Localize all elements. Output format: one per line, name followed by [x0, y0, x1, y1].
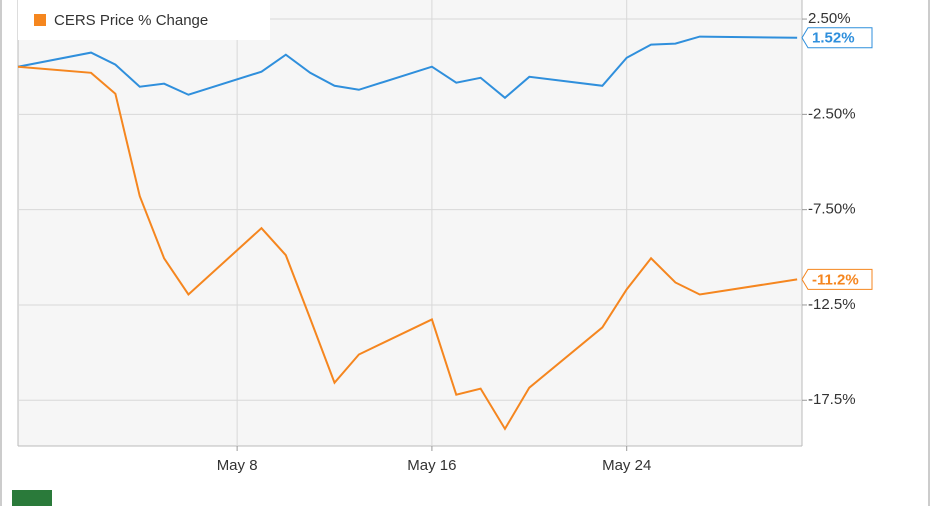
x-tick-label: May 24	[602, 457, 651, 474]
end-label-box	[801, 27, 873, 49]
legend-swatch	[34, 14, 46, 26]
plot-area	[18, 0, 802, 446]
end-label: -11.2%	[812, 271, 859, 288]
y-tick-label: -2.50%	[808, 105, 856, 122]
end-label-box	[801, 268, 873, 290]
y-tick-label: -7.50%	[808, 201, 856, 218]
x-tick-label: May 8	[217, 457, 258, 474]
logo	[12, 490, 52, 506]
legend-box	[18, 0, 270, 40]
line	[17, 65, 798, 431]
line	[17, 35, 798, 100]
y-tick-label: 2.50%	[808, 10, 851, 27]
y-tick-label: -12.5%	[808, 296, 856, 313]
end-label: 1.52%	[812, 30, 855, 47]
y-tick-label: -17.5%	[808, 391, 856, 408]
legend-label: CERS Price % Change	[54, 12, 208, 29]
x-tick-label: May 16	[407, 457, 456, 474]
